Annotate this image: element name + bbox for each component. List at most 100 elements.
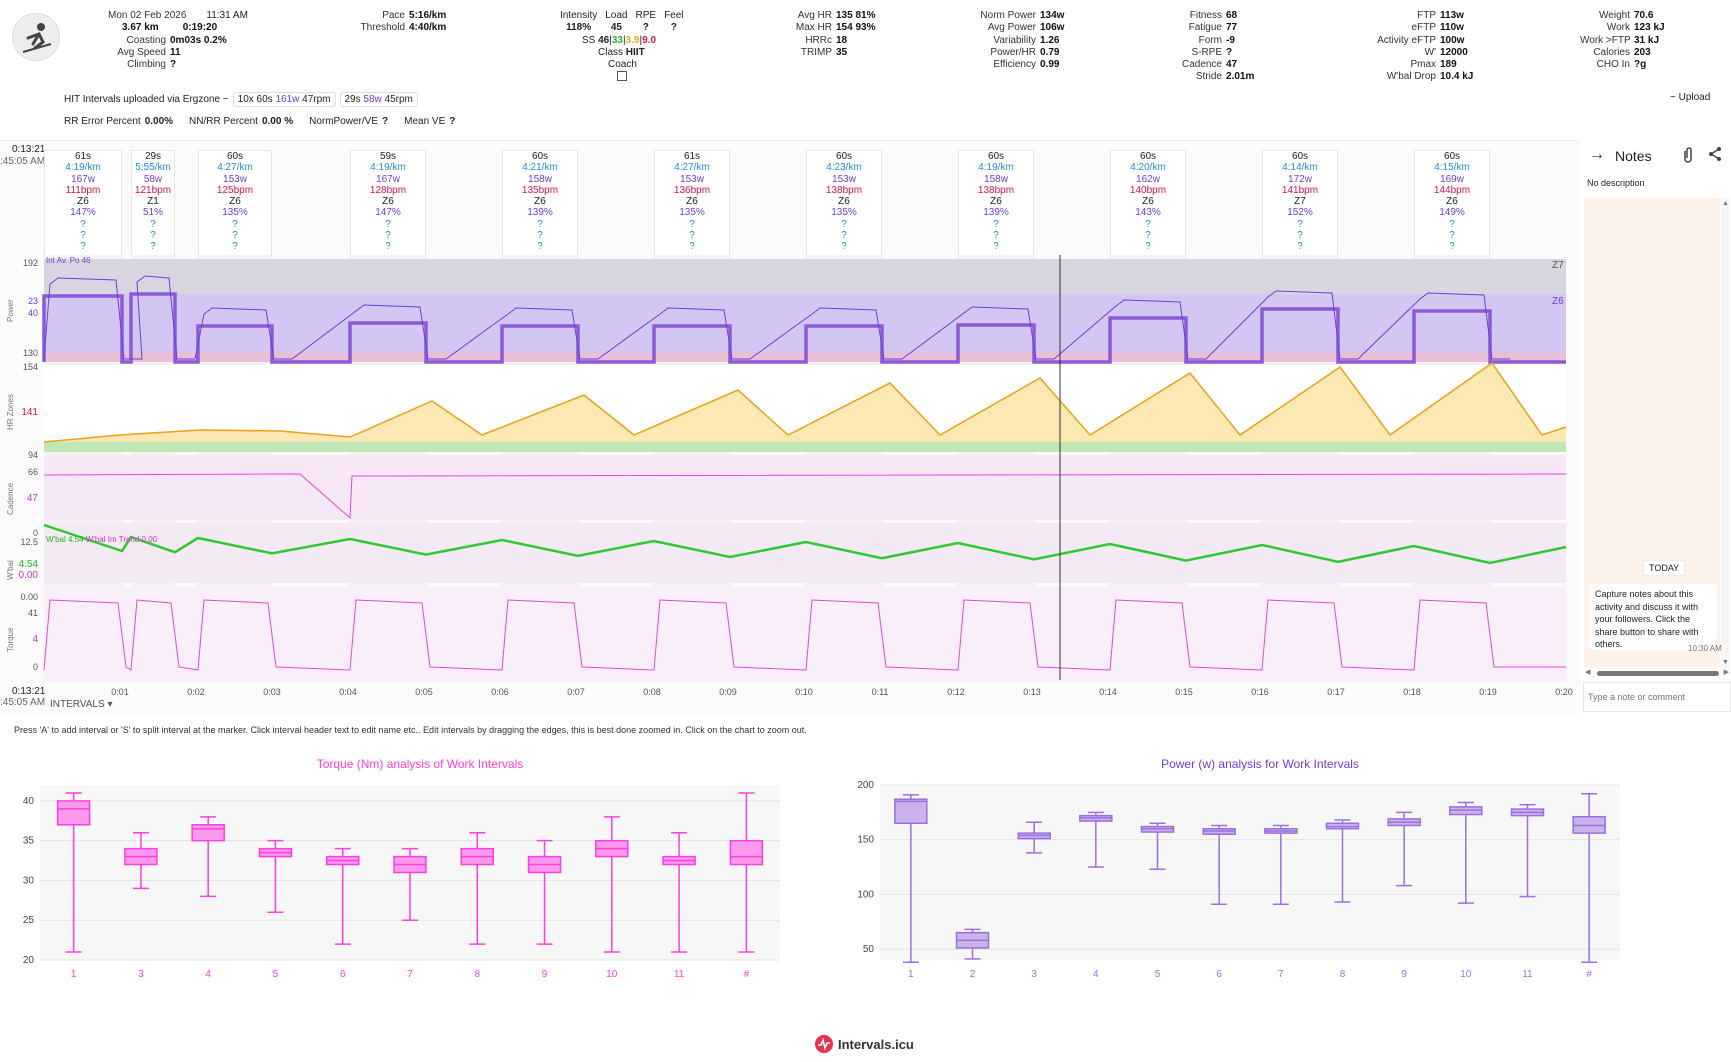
interval-h[interactable]: 136bpm [673,184,711,196]
interval-unknown[interactable]: ? [993,241,999,253]
interval-unknown[interactable]: ? [232,241,238,253]
interval-unknown[interactable]: ? [385,241,391,253]
interval-p[interactable]: 4:20/km [1130,162,1166,174]
interval-header[interactable]: 61s 4:19/km 167w 111bpm Z6 147%??? [44,150,122,256]
interval-unknown[interactable]: ? [993,218,999,230]
share-icon[interactable] [1707,146,1723,165]
interval-unknown[interactable]: ? [1145,230,1151,242]
interval-unknown[interactable]: ? [1449,230,1455,242]
interval-p[interactable]: 5:55/km [135,162,171,174]
interval-h[interactable]: 135bpm [521,184,559,196]
interval-z[interactable]: Z1 [147,196,159,208]
interval-unknown[interactable]: ? [385,218,391,230]
interval-p[interactable]: 4:27/km [674,162,710,174]
activity-date[interactable]: Mon 02 Feb 2026 [108,10,187,21]
interval-z[interactable]: Z6 [686,196,698,208]
footer-brand[interactable]: Intervals.icu [815,1035,914,1053]
interval-header[interactable]: 60s 4:14/km 172w 141bpm Z7 152%??? [1262,150,1338,256]
hit-segment-2[interactable]: 29s 58w 45rpm [339,92,418,107]
interval-unknown[interactable]: ? [537,218,543,230]
interval-h[interactable]: 140bpm [1129,184,1167,196]
interval-unknown[interactable]: ? [841,218,847,230]
interval-w[interactable]: 153w [680,173,704,185]
collapse-arrow-icon[interactable]: → [1589,146,1605,163]
interval-h[interactable]: 138bpm [977,184,1015,196]
interval-w[interactable]: 158w [984,173,1008,185]
interval-z[interactable]: Z6 [534,196,546,208]
interval-unknown[interactable]: ? [689,218,695,230]
interval-p[interactable]: 4:21/km [522,162,558,174]
hit-segment-1[interactable]: 10x 60s 161w 47rpm [232,92,336,107]
interval-unknown[interactable]: ? [1145,218,1151,230]
interval-pct[interactable]: 149% [1439,207,1465,219]
interval-header[interactable]: 61s 4:27/km 153w 136bpm Z6 135%??? [654,150,730,256]
torque-box-chart[interactable]: 40 35 30 25 20 1 3 4 5 6 7 8 9 10 11 # [0,775,830,990]
interval-header[interactable]: 60s 4:15/km 169w 144bpm Z6 149%??? [1414,150,1490,256]
interval-unknown[interactable]: ? [80,230,86,242]
interval-d[interactable]: 60s [987,151,1005,162]
interval-d[interactable]: 60s [531,151,549,162]
interval-d[interactable]: 29s [144,151,162,162]
interval-h[interactable]: 144bpm [1433,184,1471,196]
interval-unknown[interactable]: ? [1297,241,1303,253]
interval-w[interactable]: 167w [71,173,95,185]
interval-header[interactable]: 60s 4:20/km 162w 140bpm Z6 143%??? [1110,150,1186,256]
interval-z[interactable]: Z6 [382,196,394,208]
interval-p[interactable]: 4:15/km [1434,162,1470,174]
interval-unknown[interactable]: ? [385,230,391,242]
interval-pct[interactable]: 139% [527,207,553,219]
interval-unknown[interactable]: ? [150,241,156,253]
activity-streams-chart[interactable] [0,255,1580,685]
interval-pct[interactable]: 51% [142,207,163,219]
interval-unknown[interactable]: ? [80,218,86,230]
interval-w[interactable]: 169w [1440,173,1464,185]
hscroll-thumb[interactable] [1597,671,1719,676]
interval-w[interactable]: 162w [1136,173,1160,185]
interval-unknown[interactable]: ? [841,241,847,253]
interval-z[interactable]: Z6 [838,196,850,208]
interval-p[interactable]: 4:19/km [65,162,101,174]
rpe-value[interactable]: ? [642,22,649,34]
interval-p[interactable]: 4:14/km [1282,162,1318,174]
interval-d[interactable]: 60s [226,151,244,162]
interval-unknown[interactable]: ? [689,241,695,253]
interval-header[interactable]: 60s 4:27/km 153w 125bpm Z6 135%??? [198,150,272,256]
attach-icon[interactable] [1681,146,1695,167]
scroll-left-icon[interactable]: ◀ [1585,669,1591,676]
interval-pct[interactable]: 139% [983,207,1009,219]
activity-type-icon[interactable] [12,13,60,61]
intervals-dropdown[interactable]: INTERVALS ▾ [50,699,112,710]
interval-unknown[interactable]: ? [841,230,847,242]
interval-unknown[interactable]: ? [537,241,543,253]
interval-w[interactable]: 153w [223,173,247,185]
scroll-down-icon[interactable]: ▼ [1722,659,1729,666]
interval-h[interactable]: 141bpm [1281,184,1319,196]
interval-p[interactable]: 4:19/km [370,162,406,174]
interval-pct[interactable]: 147% [375,207,401,219]
interval-d[interactable]: 59s [379,151,397,162]
note-input[interactable] [1583,682,1731,712]
interval-unknown[interactable]: ? [232,218,238,230]
power-box-chart[interactable]: 200 150 100 50 1 2 3 4 5 6 7 8 9 10 11 # [840,775,1670,990]
interval-h[interactable]: 111bpm [65,184,101,196]
notes-scrollbar[interactable]: ▲ ▼ [1721,198,1729,668]
interval-unknown[interactable]: ? [232,230,238,242]
interval-d[interactable]: 61s [683,151,701,162]
feel-label[interactable]: Feel [664,10,684,21]
interval-pct[interactable]: 135% [679,207,705,219]
interval-header[interactable]: 60s 4:21/km 158w 135bpm Z6 139%??? [502,150,578,256]
interval-unknown[interactable]: ? [1297,230,1303,242]
interval-unknown[interactable]: ? [80,241,86,253]
interval-d[interactable]: 60s [1291,151,1309,162]
interval-unknown[interactable]: ? [993,230,999,242]
interval-z[interactable]: Z6 [229,196,241,208]
interval-unknown[interactable]: ? [537,230,543,242]
interval-z[interactable]: Z6 [77,196,89,208]
scroll-right-icon[interactable]: ▶ [1723,669,1729,676]
interval-w[interactable]: 158w [528,173,552,185]
rpe-label[interactable]: RPE [635,10,657,21]
coach-checkbox[interactable] [617,71,627,82]
interval-pct[interactable]: 143% [1135,207,1161,219]
interval-unknown[interactable]: ? [689,230,695,242]
interval-w[interactable]: 153w [832,173,856,185]
